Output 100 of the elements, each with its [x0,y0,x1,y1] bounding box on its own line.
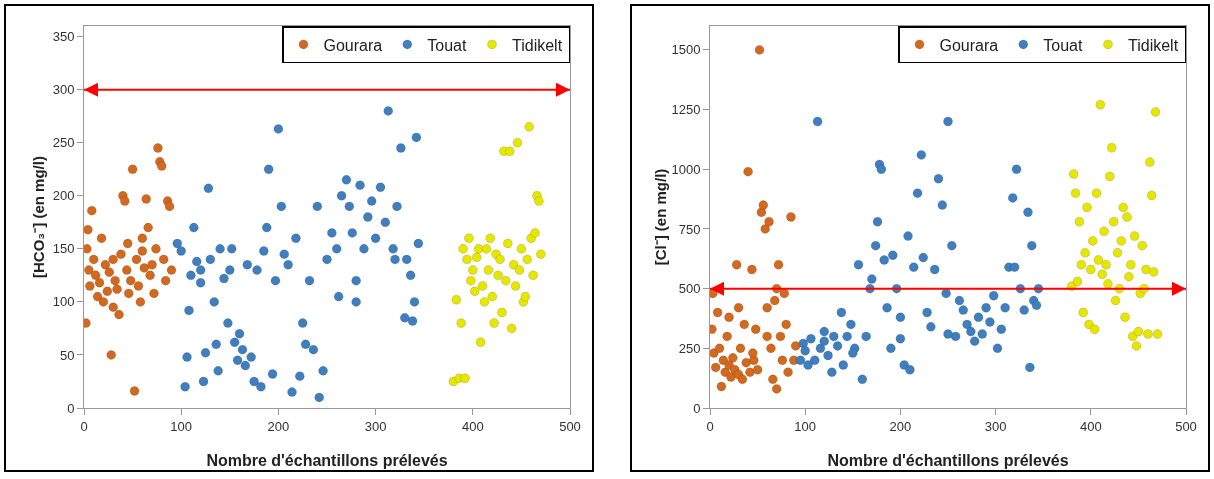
point [506,323,517,334]
point [485,233,496,243]
point [96,233,107,243]
point [137,233,148,243]
point [1076,260,1087,270]
x-axis-title: Nombre d'échantillons prélevés [827,452,1069,469]
point [451,295,462,305]
point [747,264,757,275]
y-tick-label: 750 [678,221,701,237]
point [722,331,732,342]
point [1095,100,1106,110]
point [88,254,99,265]
point [1068,169,1079,179]
point [504,146,515,156]
point [1116,236,1127,246]
point [456,318,466,328]
point [473,244,484,254]
point [743,166,753,177]
x-tick-label: 100 [170,418,193,434]
point [769,295,780,306]
point [495,254,505,265]
legend-label: Gourara [939,36,999,54]
y-tick-label: 0 [693,400,701,416]
x-tick-label: 200 [889,418,912,434]
point [790,341,801,351]
x-tick-label: 0 [80,418,88,434]
point [102,286,113,297]
point [114,309,124,320]
point [754,45,765,55]
point [528,270,538,281]
y-tick-label: 250 [52,135,75,151]
x-tick-label: 0 [706,418,714,434]
point [147,260,157,270]
point [1112,248,1123,258]
point [766,343,776,354]
point [762,331,772,342]
point [758,200,769,210]
point [1108,217,1119,227]
point [779,288,790,299]
point [1126,260,1136,270]
point [1105,171,1115,182]
point [122,238,133,249]
point [1086,264,1096,275]
y-tick-label: 250 [678,340,701,356]
point [116,249,126,259]
point [120,196,130,206]
point [464,233,474,243]
point [139,263,150,273]
point [1087,236,1098,246]
x-tick-label: 200 [267,418,290,434]
point [728,353,738,363]
y-tick-label: 500 [678,281,701,297]
point [1129,231,1140,241]
point [1145,157,1155,167]
point [468,265,478,275]
point [123,288,134,299]
point [764,217,774,227]
point [710,362,721,373]
point [94,278,105,288]
y-tick-label: 50 [59,347,75,363]
point [1133,326,1144,337]
point [1070,188,1081,198]
point [735,343,746,354]
point [752,365,763,375]
point [164,201,175,212]
point [137,246,148,256]
point [716,381,727,392]
y-tick-label: 300 [52,82,75,98]
legend-label: Tidikelt [1127,36,1179,54]
point [731,260,742,270]
legend-label: Touat [427,36,467,54]
point [1082,202,1092,213]
point [108,254,118,265]
point [534,196,544,206]
point [106,350,116,360]
point [481,244,492,254]
y-tick-label: 350 [52,29,75,45]
point [108,302,118,312]
point [508,260,519,270]
point [497,307,507,318]
point [1089,324,1100,334]
point [775,331,786,342]
point [84,224,93,235]
point [786,212,796,222]
point [777,355,788,365]
point [487,291,497,302]
y-tick-label: 200 [52,188,75,204]
point [522,254,532,265]
point [1143,329,1153,339]
point [466,275,476,286]
point [483,265,494,275]
point [739,319,750,330]
x-tick-label: 300 [984,418,1007,434]
x-tick-label: 300 [364,418,387,434]
point [773,260,784,270]
point [1150,107,1161,117]
point [475,337,486,347]
y-axis-title: [Cl⁻] (en mg/l) [652,168,670,266]
point [92,291,103,302]
y-axis-title: [HCO₃⁻] (en mg/l) [30,156,47,278]
